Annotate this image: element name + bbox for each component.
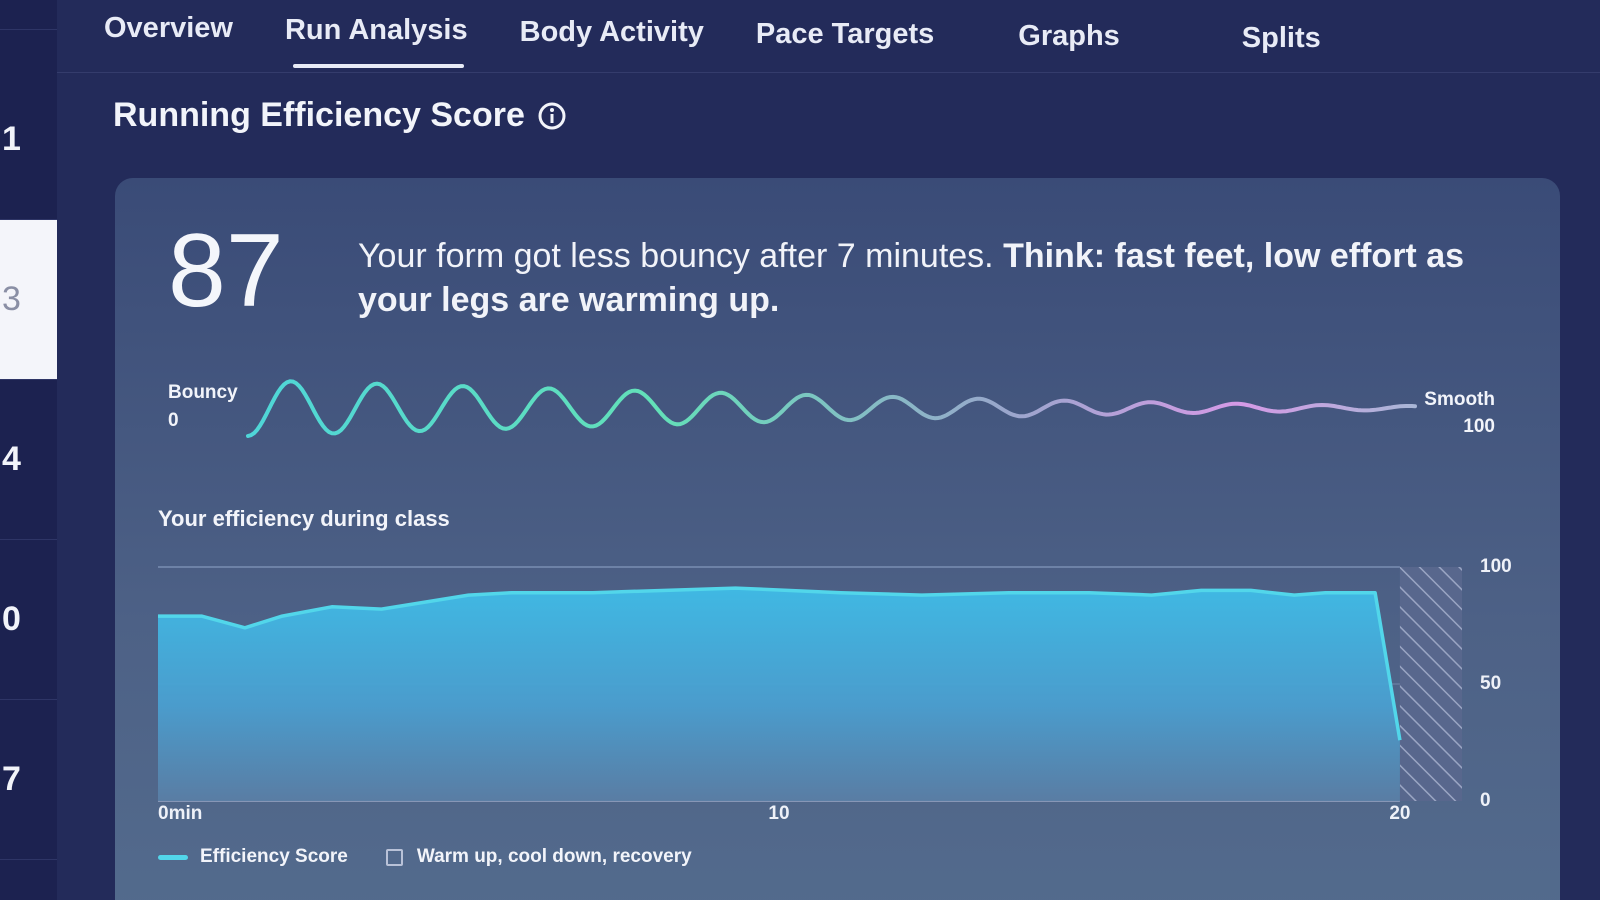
tab[interactable]: Overview bbox=[104, 12, 233, 44]
x-tick-label: 0min bbox=[158, 803, 202, 824]
tab[interactable]: Graphs bbox=[1018, 20, 1120, 52]
legend-swatch bbox=[158, 854, 188, 860]
divider bbox=[57, 72, 1600, 73]
sidebar-item: 3 bbox=[0, 220, 57, 380]
message: Your form got less bouncy after 7 minute… bbox=[358, 234, 1478, 322]
message-plain: Your form got less bouncy after 7 minute… bbox=[358, 237, 994, 275]
line bbox=[158, 586, 1402, 741]
legend-label: Warm up, cool down, recovery bbox=[416, 846, 692, 867]
shaded-region bbox=[1399, 567, 1462, 801]
legend-checkbox[interactable] bbox=[385, 848, 403, 866]
tab[interactable]: Pace Targets bbox=[755, 18, 935, 50]
bouncy-value: 0 bbox=[168, 410, 179, 431]
tab[interactable]: Body Activity bbox=[519, 16, 704, 48]
x-tick-label: 20 bbox=[1389, 803, 1410, 824]
area bbox=[158, 588, 1400, 801]
message-bold: Think: fast feet, low effort as your leg… bbox=[358, 237, 1465, 319]
sidebar-item: 1 bbox=[0, 60, 57, 220]
sidebar-item: 7 bbox=[0, 700, 57, 860]
tab[interactable]: Run Analysis bbox=[281, 14, 472, 72]
y-tick-label: 0 bbox=[1480, 790, 1491, 811]
sidebar-item: ts bbox=[0, 0, 57, 30]
x-tick-label: 10 bbox=[768, 803, 789, 824]
y-tick-label: 100 bbox=[1480, 556, 1512, 577]
bounce-wave bbox=[246, 379, 1417, 438]
chart-title: Your efficiency during class bbox=[158, 506, 450, 531]
legend: Efficiency Score Warm up, cool down, rec… bbox=[158, 846, 692, 868]
score: 87 bbox=[168, 213, 284, 329]
sidebar-item: 0 bbox=[0, 540, 57, 700]
tab-bar: Overview Run Analysis Body Activity Pace Ta… bbox=[100, 12, 1369, 72]
bouncy-label: Bouncy bbox=[168, 382, 238, 403]
info-icon[interactable] bbox=[537, 101, 567, 131]
smooth-value: 100 bbox=[1463, 416, 1495, 437]
legend-label: Efficiency Score bbox=[200, 846, 348, 867]
title-text: Running Efficiency Score bbox=[113, 96, 525, 134]
y-tick-label: 50 bbox=[1480, 673, 1501, 694]
section-title: Running Efficiency Score bbox=[113, 96, 567, 135]
sidebar-item: 4 bbox=[0, 380, 57, 540]
smooth-label: Smooth bbox=[1424, 389, 1495, 410]
tab[interactable]: Splits bbox=[1241, 22, 1321, 54]
